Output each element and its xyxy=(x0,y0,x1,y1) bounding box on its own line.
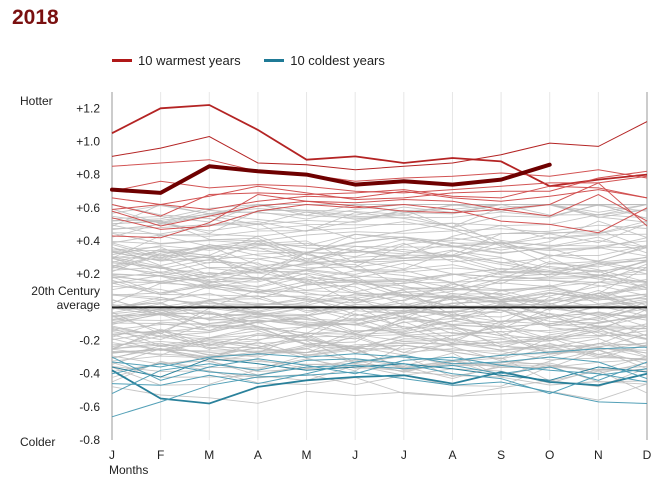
y-tick-label: -0.6 xyxy=(79,400,100,414)
background-year-line xyxy=(111,256,648,307)
highlight-year-line xyxy=(110,162,552,195)
cold-years-layer xyxy=(111,346,648,418)
legend-item-cold[interactable]: 10 coldest years xyxy=(264,53,385,68)
background-year-line xyxy=(111,282,648,311)
background-year-line xyxy=(111,328,648,371)
legend-label-warm: 10 warmest years xyxy=(138,53,241,68)
legend: 10 warmest years 10 coldest years xyxy=(112,50,405,68)
cold-year-line xyxy=(111,369,648,405)
warm-year-line xyxy=(111,203,648,234)
legend-item-warm[interactable]: 10 warmest years xyxy=(112,53,241,68)
y-tick-label: +0.2 xyxy=(76,267,100,281)
axis-layer: +1.2 +1.0 +0.8 +0.6 +0.4 +0.2 -0.2 -0.4 -0.6 -0.8… xyxy=(76,101,651,462)
baseline-label-line2: average xyxy=(57,298,101,312)
x-tick-label: N xyxy=(594,448,603,462)
warm-year-line xyxy=(111,193,648,239)
x-tick-label: J xyxy=(401,448,407,462)
warm-year-line xyxy=(111,175,648,194)
background-year-line xyxy=(111,325,648,372)
y-tick-label: +1.0 xyxy=(76,134,100,148)
background-year-line xyxy=(111,204,648,227)
background-year-line xyxy=(111,237,648,273)
background-year-line xyxy=(111,240,648,264)
background-year-line xyxy=(111,266,648,306)
x-tick-label: J xyxy=(109,448,115,462)
y-tick-label: +0.8 xyxy=(76,168,100,182)
background-year-line xyxy=(111,246,648,278)
hotter-label: Hotter xyxy=(20,94,53,108)
background-year-line xyxy=(111,246,648,273)
background-years-layer xyxy=(111,204,648,404)
background-year-line xyxy=(111,281,648,313)
background-year-line xyxy=(111,257,648,285)
background-year-line xyxy=(111,308,648,341)
x-tick-label: D xyxy=(643,448,652,462)
highlight-year-layer xyxy=(110,162,552,195)
background-year-line xyxy=(111,330,648,361)
y-tick-label: -0.8 xyxy=(79,433,100,447)
background-year-line xyxy=(111,278,648,322)
legend-label-cold: 10 coldest years xyxy=(290,53,385,68)
cold-year-line xyxy=(111,356,648,383)
background-year-line xyxy=(111,313,648,345)
background-year-line xyxy=(111,367,648,404)
warm-year-line xyxy=(111,185,648,217)
background-year-line xyxy=(111,282,648,308)
x-tick-label: M xyxy=(204,448,214,462)
background-year-line xyxy=(111,204,648,222)
legend-swatch-warm xyxy=(112,59,132,62)
background-year-line xyxy=(111,284,648,314)
y-tick-label: +0.6 xyxy=(76,201,100,215)
cold-year-line xyxy=(111,354,648,386)
background-year-line xyxy=(111,221,648,257)
background-year-line xyxy=(111,242,648,272)
x-tick-label: M xyxy=(302,448,312,462)
warm-year-line xyxy=(111,159,648,182)
cold-year-line xyxy=(111,358,648,381)
x-tick-label: A xyxy=(254,448,262,462)
cold-year-line xyxy=(111,346,648,368)
background-year-line xyxy=(111,295,648,324)
background-year-line xyxy=(111,342,648,378)
x-tick-label: A xyxy=(448,448,456,462)
background-year-line xyxy=(111,312,648,360)
x-tick-label: S xyxy=(497,448,505,462)
warm-year-line xyxy=(111,104,648,188)
background-year-line xyxy=(111,232,648,260)
baseline-label-line1: 20th Century xyxy=(31,284,100,298)
background-year-line xyxy=(111,248,648,289)
background-year-line xyxy=(111,313,648,348)
warm-year-line xyxy=(111,121,648,171)
background-year-line xyxy=(111,240,648,273)
y-tick-label: -0.2 xyxy=(79,333,100,347)
legend-swatch-cold xyxy=(264,59,285,62)
background-year-line xyxy=(111,262,648,283)
cold-year-line xyxy=(111,371,648,418)
y-tick-label: +1.2 xyxy=(76,101,100,115)
y-tick-label: -0.4 xyxy=(79,367,100,381)
background-year-line xyxy=(111,336,648,351)
background-year-line xyxy=(111,235,648,259)
background-year-line xyxy=(111,243,648,278)
warm-years-layer xyxy=(111,104,648,239)
warm-year-line xyxy=(111,189,648,211)
x-tick-label: F xyxy=(157,448,164,462)
background-year-line xyxy=(111,256,648,285)
warm-year-line xyxy=(111,182,648,227)
x-axis-title: Months xyxy=(109,463,148,477)
cold-year-line xyxy=(111,358,648,395)
background-year-line xyxy=(111,323,648,360)
colder-label: Colder xyxy=(20,435,55,449)
chart-title: 2018 xyxy=(12,6,59,29)
x-tick-label: O xyxy=(545,448,554,462)
x-tick-label: J xyxy=(352,448,358,462)
background-year-line xyxy=(111,331,648,355)
background-year-line xyxy=(111,236,648,262)
y-tick-label: +0.4 xyxy=(76,234,100,248)
